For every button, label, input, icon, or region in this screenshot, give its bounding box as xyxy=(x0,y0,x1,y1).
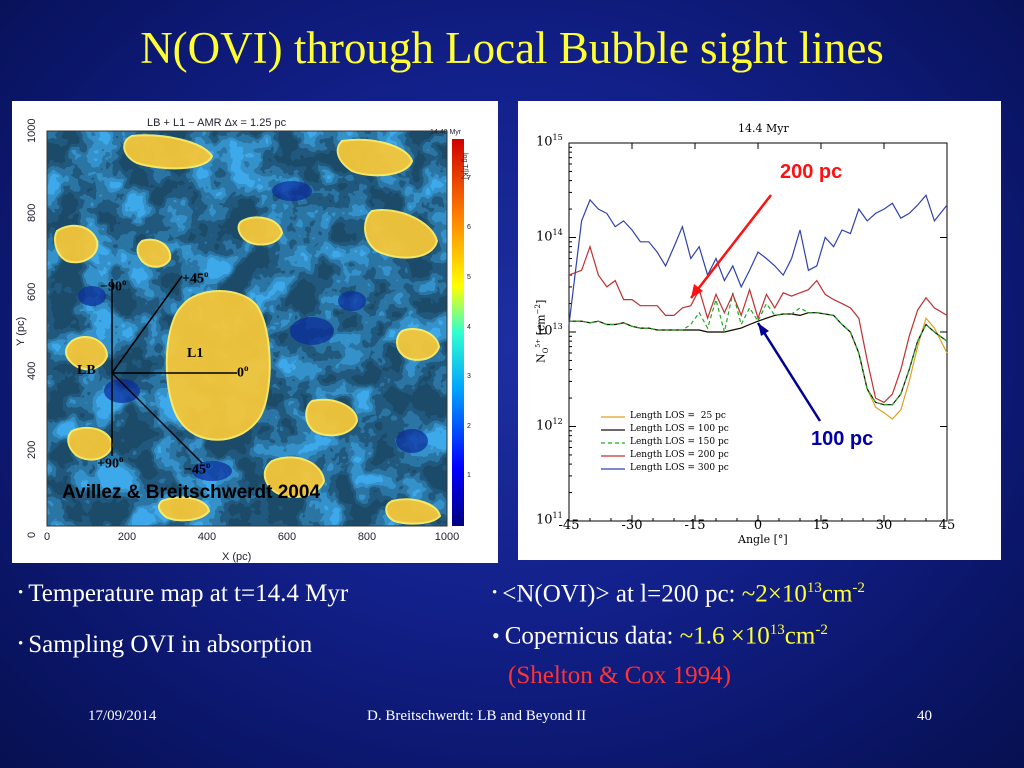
series-line-0 xyxy=(569,312,948,420)
colorbar-tick: 3 xyxy=(467,373,471,381)
y-tick-label: 1013 xyxy=(536,322,563,339)
map-y-tick: 800 xyxy=(26,203,38,222)
colorbar-tick: 6 xyxy=(467,224,471,232)
legend-label: Length LOS = 25 pc xyxy=(630,411,726,421)
x-tick-label: -15 xyxy=(684,518,706,533)
map-time: 14.40 Myr xyxy=(430,129,462,136)
left-bullet-2: • Sampling OVI in absorption xyxy=(18,631,313,658)
chart-x-ticks: -45 -30 -15 0 15 30 45 xyxy=(518,518,1001,534)
chart-x-label: Angle [°] xyxy=(738,533,788,546)
map-y-tick: 400 xyxy=(26,361,38,380)
series-line-2 xyxy=(569,292,948,406)
label-l1: L1 xyxy=(187,346,204,361)
map-y-ticks: 0 200 400 600 800 1000 xyxy=(26,101,40,563)
map-x-label: X (pc) xyxy=(222,551,252,563)
colorbar-ticks: 1 2 3 4 5 6 7 xyxy=(467,101,487,563)
label-plus45: +45o xyxy=(182,269,209,287)
y-tick-label: 1014 xyxy=(536,227,563,244)
y-tick-label: 1012 xyxy=(536,416,563,433)
series-line-3 xyxy=(568,244,948,404)
x-tick-label: 0 xyxy=(753,518,763,533)
column-density-chart-panel: 14.4 Myr Angle [°] NO5+ [cm−2] -45 -30 -15… xyxy=(518,101,1001,560)
footer-date: 17/09/2014 xyxy=(88,708,157,724)
legend-label: Length LOS = 150 pc xyxy=(630,437,729,447)
left-bullet-1: • Temperature map at t=14.4 Myr xyxy=(18,580,349,607)
arrow-200pc-head xyxy=(691,284,703,298)
map-area xyxy=(47,131,447,526)
right-bullet-3: (Shelton & Cox 1994) xyxy=(508,662,731,689)
chart-title: 14.4 Myr xyxy=(738,122,789,135)
y-tick-label: 1015 xyxy=(536,133,563,150)
map-y-tick: 600 xyxy=(26,282,38,301)
temperature-map-panel: LB + L1 − AMR Δx = 1.25 pc 14.40 Myr log… xyxy=(12,101,498,563)
label-minus45: −45o xyxy=(184,460,211,478)
temperature-map-svg xyxy=(46,130,464,527)
chart-y-ticks: 1011 1012 1013 1014 1015 xyxy=(518,101,568,560)
map-x-tick: 400 xyxy=(197,531,217,543)
arrow-100pc-head xyxy=(758,323,769,336)
label-lb: LB xyxy=(77,363,96,378)
legend-label: Length LOS = 300 pc xyxy=(630,463,729,473)
legend-label: Length LOS = 200 pc xyxy=(630,450,729,460)
x-tick-label: 30 xyxy=(875,518,893,533)
map-y-tick: 1000 xyxy=(26,118,38,143)
map-title: LB + L1 − AMR Δx = 1.25 pc xyxy=(147,117,287,129)
x-tick-label: 15 xyxy=(812,518,830,533)
footer-center: D. Breitschwerdt: LB and Beyond II xyxy=(367,708,587,724)
footer-page: 40 xyxy=(917,708,932,724)
figure-credit: Avillez & Breitschwerdt 2004 xyxy=(62,482,321,503)
slide-title: N(OVI) through Local Bubble sight lines xyxy=(140,23,884,73)
arrow-200pc xyxy=(690,194,772,299)
annotation-100pc: 100 pc xyxy=(811,428,874,450)
colorbar-tick: 1 xyxy=(467,472,471,480)
annotation-200pc: 200 pc xyxy=(780,161,843,183)
x-tick-label: -45 xyxy=(558,518,580,533)
plot-frame xyxy=(568,142,948,522)
map-y-tick: 0 xyxy=(26,531,38,538)
right-bullet-1: • <N(OVI)> at l=200 pc: ~2×1013cm-2 xyxy=(492,580,865,608)
series-line-4 xyxy=(568,193,948,325)
arrow-100pc xyxy=(756,322,822,422)
map-x-tick: 1000 xyxy=(434,531,460,543)
colorbar-tick: 4 xyxy=(467,323,471,331)
map-x-ticks: 0 200 400 600 800 1000 xyxy=(12,531,498,545)
label-plus90: +90o xyxy=(97,454,124,472)
colorbar-tick: 7 xyxy=(467,174,471,182)
x-tick-label: -30 xyxy=(621,518,643,533)
label-minus90: −90o xyxy=(100,277,127,295)
map-x-tick: 200 xyxy=(117,531,137,543)
column-density-chart xyxy=(568,142,948,522)
colorbar-tick: 2 xyxy=(467,422,471,430)
map-y-tick: 200 xyxy=(26,440,38,459)
map-x-tick: 800 xyxy=(357,531,377,543)
map-x-tick: 600 xyxy=(277,531,297,543)
legend-label: Length LOS = 100 pc xyxy=(630,424,729,434)
colorbar-tick: 5 xyxy=(467,273,471,281)
colorbar xyxy=(452,139,464,526)
y-tick-label: 1011 xyxy=(536,511,563,528)
right-bullet-2: • Copernicus data: ~1.6 ×1013cm-2 xyxy=(492,622,828,650)
x-tick-label: 45 xyxy=(938,518,956,533)
map-x-tick: 0 xyxy=(43,531,51,543)
series-line-1 xyxy=(569,312,948,406)
label-0: 0o xyxy=(237,363,249,381)
